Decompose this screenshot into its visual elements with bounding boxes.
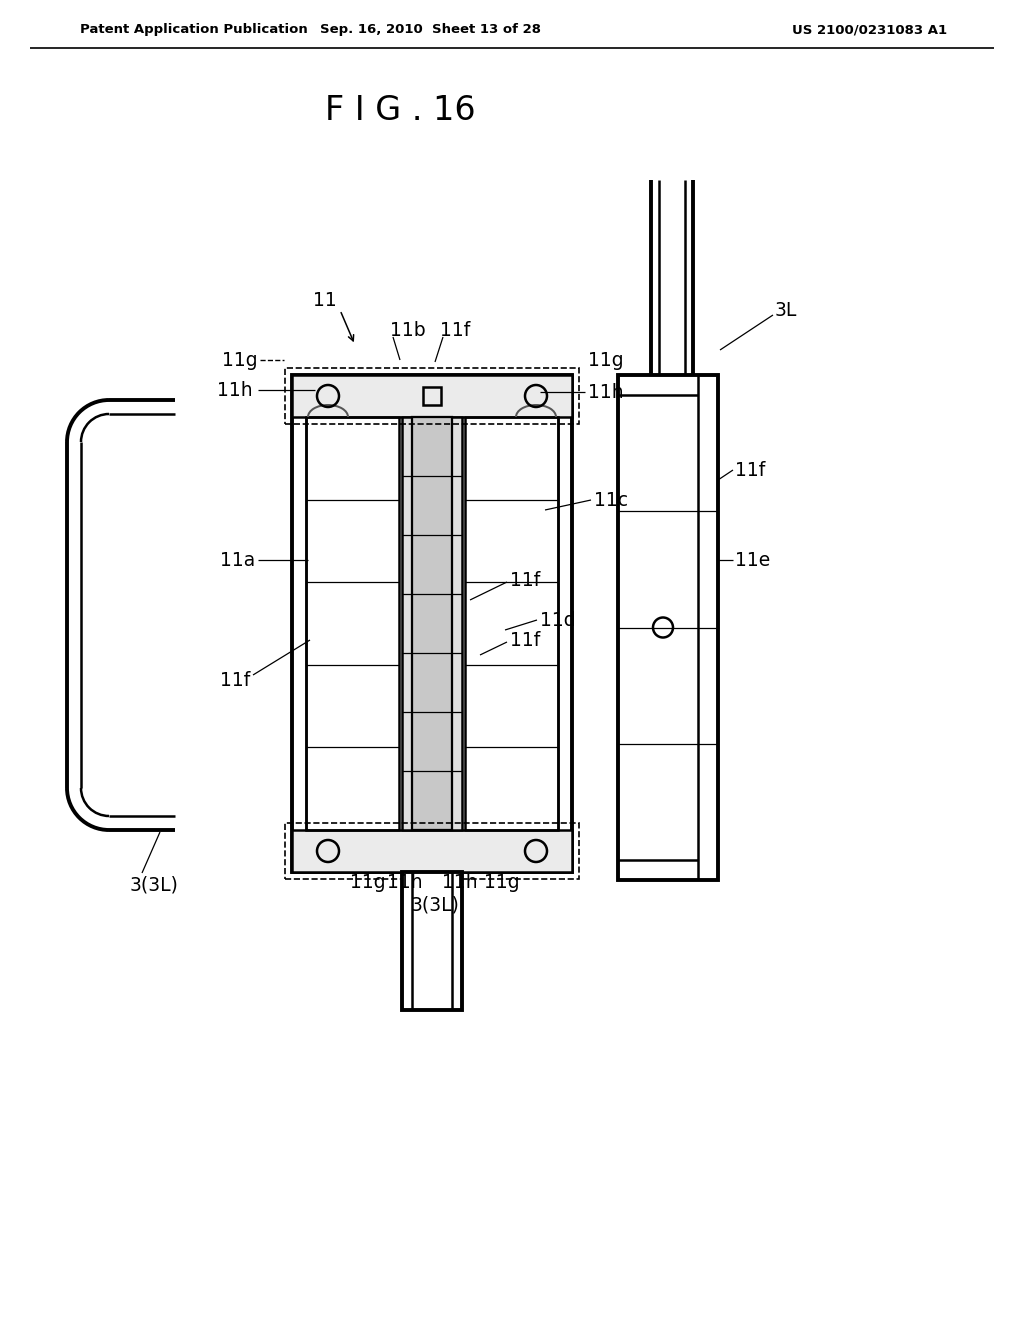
Text: 11f: 11f xyxy=(510,631,541,649)
Text: 11d: 11d xyxy=(540,610,575,630)
Text: 11f: 11f xyxy=(510,570,541,590)
Text: 11f: 11f xyxy=(735,461,765,479)
Bar xyxy=(402,417,462,830)
Text: 11h: 11h xyxy=(387,874,423,892)
Text: 3L: 3L xyxy=(775,301,798,319)
Bar xyxy=(465,417,558,830)
Text: 3(3L): 3(3L) xyxy=(411,895,460,915)
Text: 11h: 11h xyxy=(442,874,478,892)
Bar xyxy=(423,387,441,405)
Text: 11f: 11f xyxy=(220,671,250,689)
Bar xyxy=(618,375,718,880)
Bar xyxy=(285,822,579,879)
Text: Patent Application Publication: Patent Application Publication xyxy=(80,24,308,37)
Bar xyxy=(306,417,399,830)
Text: 11c: 11c xyxy=(594,491,628,510)
Bar xyxy=(402,873,462,1010)
Text: 11g: 11g xyxy=(588,351,624,370)
Bar xyxy=(292,375,572,873)
Text: F I G . 16: F I G . 16 xyxy=(325,94,475,127)
Text: 11f: 11f xyxy=(440,321,470,339)
Text: Sep. 16, 2010  Sheet 13 of 28: Sep. 16, 2010 Sheet 13 of 28 xyxy=(319,24,541,37)
Text: 11h: 11h xyxy=(588,383,624,401)
Text: 3(3L): 3(3L) xyxy=(130,875,179,895)
Text: 11h: 11h xyxy=(217,380,253,400)
Text: 11e: 11e xyxy=(735,550,770,569)
Bar xyxy=(292,375,572,417)
Text: 11: 11 xyxy=(313,290,337,309)
Text: 11g: 11g xyxy=(350,874,386,892)
Bar xyxy=(285,368,579,424)
Bar xyxy=(292,830,572,873)
Text: 11g: 11g xyxy=(484,874,520,892)
Text: US 2100/0231083 A1: US 2100/0231083 A1 xyxy=(793,24,947,37)
Text: 11g: 11g xyxy=(222,351,258,370)
Bar xyxy=(412,417,452,830)
Bar xyxy=(306,389,558,858)
Text: 11a: 11a xyxy=(220,550,255,569)
Text: 11b: 11b xyxy=(390,321,426,339)
